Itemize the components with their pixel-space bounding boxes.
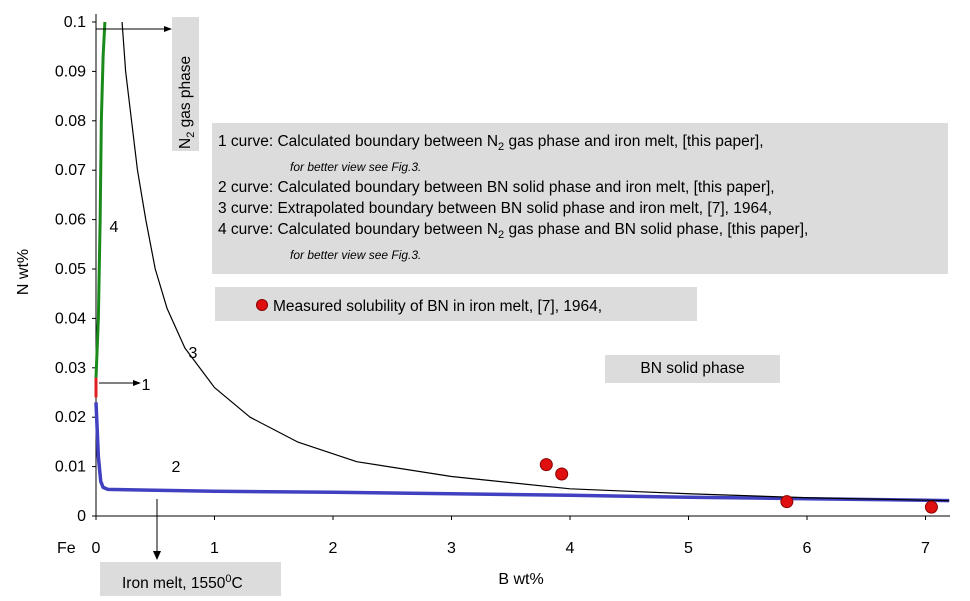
measured-point	[780, 495, 794, 509]
x-axis-label: B wt%	[498, 571, 543, 588]
y-tick-label: 0.07	[55, 162, 86, 179]
x-tick-label: 4	[566, 540, 575, 557]
measured-point	[555, 467, 569, 481]
y-tick-label: 0.03	[55, 360, 86, 377]
legend-row-1: 1 curve: Calculated boundary between N2 …	[218, 133, 764, 154]
measured-point	[924, 500, 938, 514]
iron-melt-arrow-head	[153, 551, 161, 560]
measured-points	[539, 458, 938, 514]
legend-box: 1 curve: Calculated boundary between N2 …	[212, 123, 948, 274]
legend-note-1: for better view see Fig.3.	[290, 160, 422, 175]
x-tick-label: 5	[684, 540, 693, 557]
x-tick-label: 6	[803, 540, 812, 557]
x-tick-label: 2	[329, 540, 338, 557]
legend-row-4: 4 curve: Calculated boundary between N2 …	[218, 221, 809, 242]
y-tick-label: 0.02	[55, 409, 86, 426]
legend-row-3: 3 curve: Extrapolated boundary between B…	[218, 200, 773, 218]
x-tick-label: 3	[447, 540, 456, 557]
n2-gas-phase-label: N2 gas phase	[172, 17, 199, 151]
y-tick-label: 0.09	[55, 63, 86, 80]
iron-melt-label: Iron melt, 15500C	[100, 562, 281, 596]
legend-row-2: 2 curve: Calculated boundary between BN …	[218, 179, 775, 197]
y-tick-label: 0.05	[55, 261, 86, 278]
y-tick-label: 0.04	[55, 310, 86, 327]
curve-label-3: 3	[189, 345, 198, 362]
measured-legend-label: Measured solubility of BN in iron melt, …	[273, 298, 603, 315]
legend-note-2: for better view see Fig.3.	[290, 248, 422, 263]
measured-legend-box: Measured solubility of BN in iron melt, …	[215, 287, 697, 321]
curve-label-4: 4	[110, 219, 119, 236]
y-tick-label: 0.01	[55, 459, 86, 476]
arrows	[96, 26, 172, 560]
series-2-line	[94, 402, 950, 503]
y-tick-label: 0	[77, 508, 86, 525]
measured-point	[539, 458, 553, 472]
x-tick-label: 0	[92, 540, 101, 557]
y-tick-label: 0.1	[64, 14, 86, 31]
y-tick-label: 0.08	[55, 113, 86, 130]
curve-label-1: 1	[142, 377, 151, 394]
curve-labels: 1 2 3 4	[110, 219, 198, 476]
curve1-arrow-head	[133, 380, 141, 386]
series-3-line	[121, 21, 950, 502]
x-tick-label: 1	[210, 540, 219, 557]
y-axis-label: N wt%	[15, 249, 32, 295]
tick-labels: 0 0.01 0.02 0.03 0.04 0.05 0.06 0.07 0.08 0.09 0.1…	[55, 14, 930, 557]
x-tick-label: 7	[921, 540, 930, 557]
y-tick-label: 0.06	[55, 212, 86, 229]
origin-label: Fe	[57, 540, 76, 557]
series-4-line	[94, 21, 107, 378]
curve-label-2: 2	[172, 459, 181, 476]
bn-solid-phase-label: BN solid phase	[605, 355, 780, 383]
measured-point-icon	[256, 299, 268, 311]
gas-arrow-head	[164, 26, 172, 32]
